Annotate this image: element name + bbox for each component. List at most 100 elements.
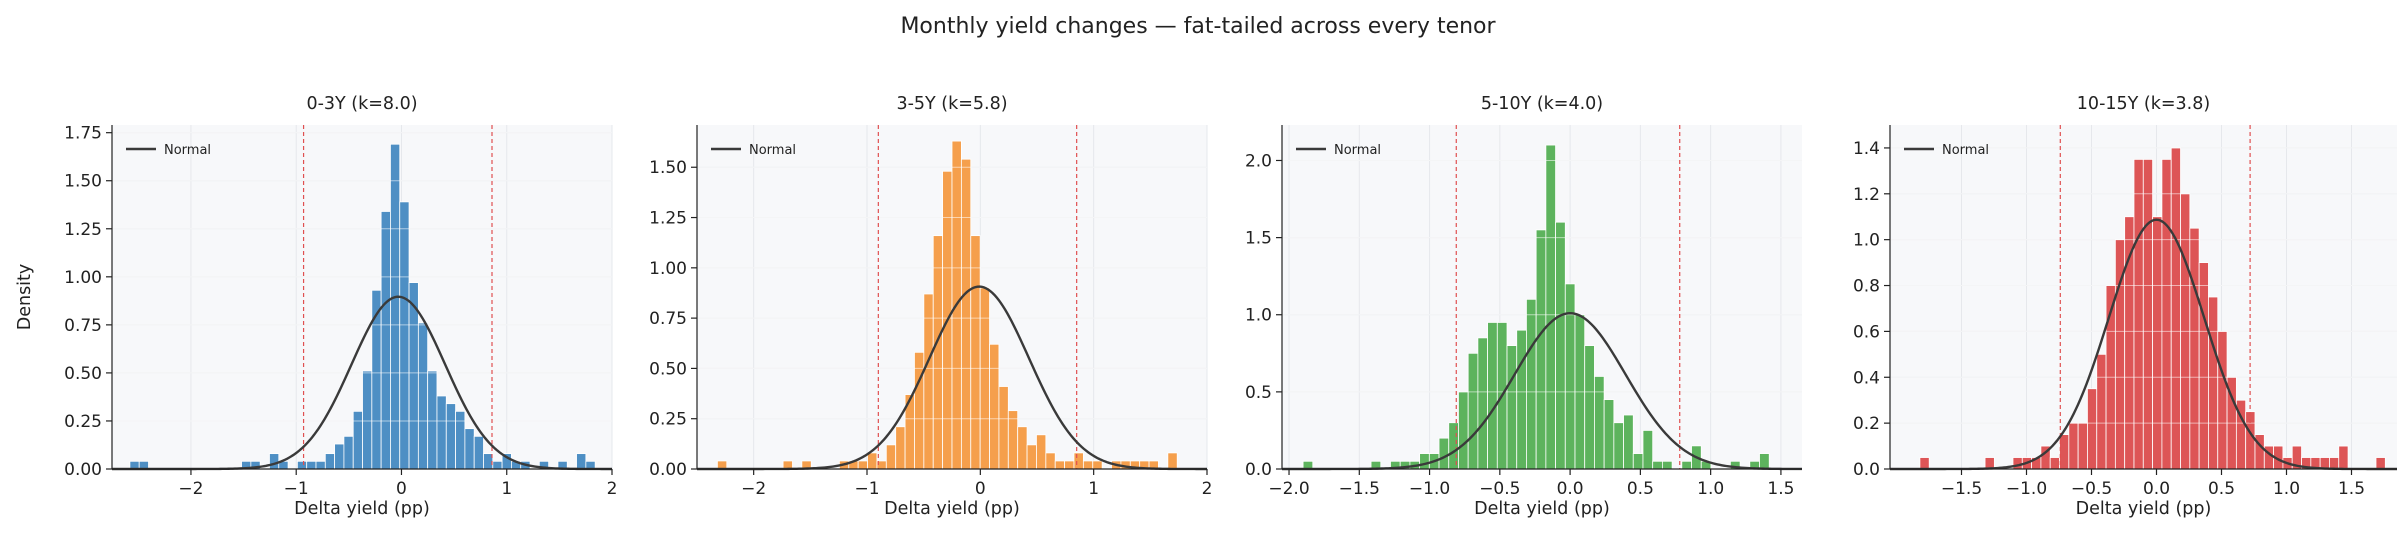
y-tick-label: 0.00 bbox=[64, 460, 102, 480]
histogram-bar bbox=[269, 453, 280, 470]
histogram-bar bbox=[717, 460, 728, 470]
histogram-bar bbox=[2049, 457, 2060, 470]
histogram-bar bbox=[464, 428, 475, 470]
x-tick-label: 0 bbox=[975, 479, 986, 499]
histogram-bar bbox=[390, 143, 401, 470]
histogram-bar bbox=[427, 370, 438, 470]
x-tick-label: 0 bbox=[396, 479, 407, 499]
y-tick-label: 0.0 bbox=[1245, 460, 1272, 480]
x-tick-label: −0.5 bbox=[1479, 479, 1520, 499]
y-tick-label: 0.5 bbox=[1245, 383, 1272, 403]
x-tick-label: 1.0 bbox=[2273, 479, 2300, 499]
histogram-bar bbox=[1054, 460, 1066, 470]
histogram-bar bbox=[1438, 437, 1450, 470]
y-tick-label: 0.4 bbox=[1853, 368, 1880, 388]
histogram-bar bbox=[857, 460, 868, 470]
histogram-bar bbox=[380, 211, 391, 470]
histogram-bar bbox=[576, 453, 587, 470]
y-tick-label: 0.2 bbox=[1853, 414, 1880, 434]
histogram-bar bbox=[1064, 460, 1075, 470]
panel-title: 10-15Y (k=3.8) bbox=[2077, 94, 2210, 114]
y-tick-label: 1.50 bbox=[64, 172, 102, 192]
histogram-bar bbox=[2198, 262, 2209, 470]
figure-title: Monthly yield changes — fat-tailed acros… bbox=[900, 14, 1496, 39]
panel-1: −2 −1 0 1 2 0.00 0.25 0.50 0.75 1.00 1.25 1.50 1.75 0… bbox=[15, 94, 617, 519]
histogram-bar bbox=[1036, 434, 1047, 470]
histogram-bar bbox=[1564, 283, 1576, 470]
histogram-bar bbox=[1017, 426, 1028, 470]
histogram-bar bbox=[343, 435, 354, 470]
y-tick-label: 1.75 bbox=[64, 124, 102, 144]
legend-label: Normal bbox=[749, 143, 796, 158]
histogram-bar bbox=[1535, 229, 1547, 470]
histogram-bar bbox=[1623, 414, 1634, 470]
x-tick-label: 0.0 bbox=[2143, 479, 2170, 499]
x-tick-label: −2.0 bbox=[1268, 479, 1309, 499]
y-tick-label: 1.0 bbox=[1853, 231, 1880, 251]
x-tick-label: 1.0 bbox=[1697, 479, 1724, 499]
y-tick-label: 1.5 bbox=[1245, 229, 1272, 249]
x-axis-label: Delta yield (pp) bbox=[294, 499, 430, 519]
histogram-bar bbox=[998, 386, 1009, 470]
histogram-bar bbox=[1167, 452, 1178, 470]
histogram-bar bbox=[1642, 430, 1654, 470]
histogram-bar bbox=[2059, 434, 2070, 470]
x-tick-label: 2 bbox=[1202, 479, 1213, 499]
histogram-bar bbox=[1662, 460, 1673, 470]
histogram-bar bbox=[473, 435, 484, 470]
histogram-bar bbox=[867, 452, 878, 470]
histogram-bar bbox=[306, 460, 317, 470]
histogram-bar bbox=[296, 460, 308, 470]
legend: Normal bbox=[711, 143, 796, 158]
histogram-bar bbox=[2012, 457, 2023, 470]
histogram-bar bbox=[1613, 422, 1624, 470]
histogram-bar bbox=[334, 443, 345, 470]
histogram-bar bbox=[1681, 460, 1692, 470]
y-tick-label: 0.6 bbox=[1853, 322, 1880, 342]
histogram-bar bbox=[1516, 329, 1527, 470]
y-axis-label: Density bbox=[15, 264, 35, 331]
histogram-bar bbox=[2077, 422, 2088, 470]
histogram-bar bbox=[2217, 330, 2228, 470]
histogram-bar bbox=[1073, 452, 1084, 470]
x-tick-label: −1.5 bbox=[1339, 479, 1380, 499]
x-tick-label: 0.5 bbox=[1627, 479, 1654, 499]
y-tick-label: 1.0 bbox=[1245, 306, 1272, 326]
x-tick-label: −1 bbox=[284, 479, 309, 499]
histogram-bar bbox=[2161, 158, 2172, 470]
histogram-bar bbox=[932, 235, 944, 470]
histogram-bar bbox=[1026, 444, 1037, 470]
histogram-bar bbox=[436, 395, 447, 470]
x-tick-label: −1 bbox=[854, 479, 879, 499]
panel-title: 0-3Y (k=8.0) bbox=[306, 94, 417, 114]
y-tick-label: 1.25 bbox=[64, 220, 102, 240]
histogram-bar bbox=[455, 410, 466, 470]
histogram-bar bbox=[1487, 322, 1498, 470]
legend-label: Normal bbox=[164, 143, 211, 158]
panel-title: 3-5Y (k=5.8) bbox=[896, 94, 1007, 114]
legend: Normal bbox=[1904, 143, 1989, 158]
histogram-bar bbox=[371, 289, 382, 470]
x-axis-label: Delta yield (pp) bbox=[884, 499, 1020, 519]
x-tick-label: −2 bbox=[741, 479, 766, 499]
histogram-bar bbox=[1555, 221, 1566, 470]
panel-2: −2 −1 0 1 2 0.00 0.25 0.50 0.75 1.00 1.25 1.50 3-5Y … bbox=[649, 94, 1212, 519]
y-tick-label: 0.0 bbox=[1853, 460, 1880, 480]
histogram-bar bbox=[2170, 147, 2181, 470]
histogram-bar bbox=[1477, 337, 1488, 470]
histogram-bar bbox=[1632, 453, 1644, 470]
x-tick-label: 1.5 bbox=[1767, 479, 1794, 499]
x-tick-label: 2 bbox=[607, 479, 618, 499]
y-tick-label: 1.2 bbox=[1853, 185, 1880, 205]
histogram-bar bbox=[895, 426, 906, 470]
y-tick-label: 1.4 bbox=[1853, 139, 1880, 159]
legend: Normal bbox=[126, 143, 211, 158]
x-axis-label: Delta yield (pp) bbox=[1474, 499, 1610, 519]
y-tick-label: 0.50 bbox=[64, 364, 102, 384]
y-tick-label: 1.25 bbox=[649, 209, 687, 229]
histogram-bar bbox=[2189, 227, 2200, 470]
histogram-bar bbox=[1045, 452, 1056, 470]
y-tick-label: 2.0 bbox=[1245, 151, 1272, 171]
x-tick-label: 0.5 bbox=[2208, 479, 2235, 499]
